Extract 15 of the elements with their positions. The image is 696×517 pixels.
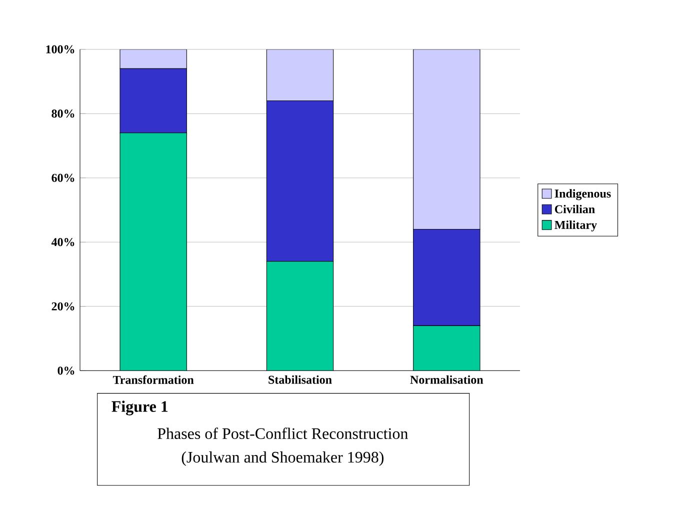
y-tick-label: 0% bbox=[58, 366, 74, 375]
text: Phases of Post-Conflict Reconstruction bbox=[158, 427, 408, 439]
legend-label: Military bbox=[554, 220, 597, 232]
x-tick-label: Stabilisation bbox=[268, 375, 332, 384]
x-tick-label: Normalisation bbox=[410, 375, 484, 384]
legend-label: Civilian bbox=[554, 204, 595, 214]
y-tick-label: 80% bbox=[52, 109, 74, 118]
text: Figure 1 bbox=[112, 400, 168, 416]
y-tick-label: 20% bbox=[52, 302, 74, 310]
y-tick-label: 100% bbox=[46, 45, 74, 54]
text: (Joulwan and Shoemaker 1998) bbox=[182, 451, 384, 466]
x-tick-label: Transformation bbox=[112, 375, 194, 384]
y-tick-label: 60% bbox=[52, 174, 74, 182]
y-tick-label: 40% bbox=[51, 238, 74, 246]
legend-label: Indigenous bbox=[554, 189, 611, 200]
